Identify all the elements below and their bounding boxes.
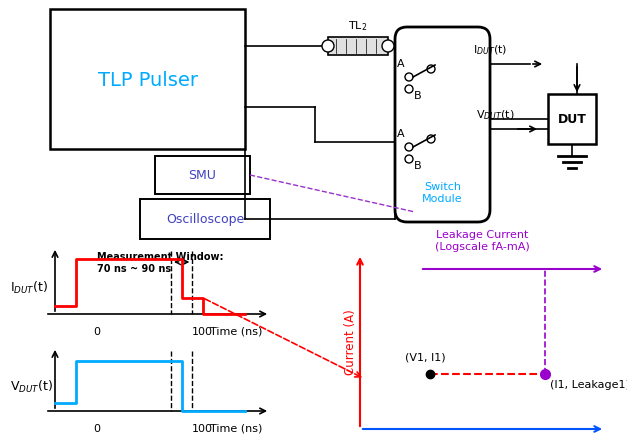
Text: B: B [414, 161, 422, 171]
Text: I$_{DUT}$(t): I$_{DUT}$(t) [473, 43, 507, 57]
Text: B: B [414, 91, 422, 101]
Text: SMU: SMU [189, 169, 216, 182]
Text: Time (ns): Time (ns) [209, 326, 262, 336]
Text: 0: 0 [93, 423, 101, 433]
Text: TLP Pulser: TLP Pulser [98, 71, 198, 89]
Text: DUT: DUT [557, 113, 586, 126]
Bar [328, 38, 388, 56]
Text: A: A [397, 59, 405, 69]
Bar [155, 157, 250, 194]
Text: V$_{DUT}$(t): V$_{DUT}$(t) [476, 108, 514, 122]
Text: Current (A): Current (A) [344, 309, 357, 374]
Text: TL$_2$: TL$_2$ [349, 19, 367, 33]
Text: A: A [397, 129, 405, 139]
Text: Time (ns): Time (ns) [209, 423, 262, 433]
Text: 0: 0 [93, 326, 101, 336]
Text: V$_{DUT}$(t): V$_{DUT}$(t) [10, 378, 53, 394]
Bar [548, 95, 596, 145]
Text: 100: 100 [192, 326, 213, 336]
FancyBboxPatch shape [395, 28, 490, 223]
Text: (I1, Leakage1): (I1, Leakage1) [550, 379, 627, 389]
Text: Leakage Current
(Logscale fA-mA): Leakage Current (Logscale fA-mA) [435, 230, 530, 251]
Bar [140, 200, 270, 240]
Bar [50, 10, 245, 150]
Circle shape [382, 41, 394, 53]
Text: 100: 100 [192, 423, 213, 433]
Text: I$_{DUT}$(t): I$_{DUT}$(t) [10, 279, 48, 295]
Text: (V1, I1): (V1, I1) [404, 352, 445, 362]
Circle shape [322, 41, 334, 53]
Text: Measurement Window:
70 ns ~ 90 ns: Measurement Window: 70 ns ~ 90 ns [97, 251, 224, 273]
Text: Switch
Module: Switch Module [422, 182, 463, 203]
Text: Oscilloscope: Oscilloscope [166, 213, 244, 226]
